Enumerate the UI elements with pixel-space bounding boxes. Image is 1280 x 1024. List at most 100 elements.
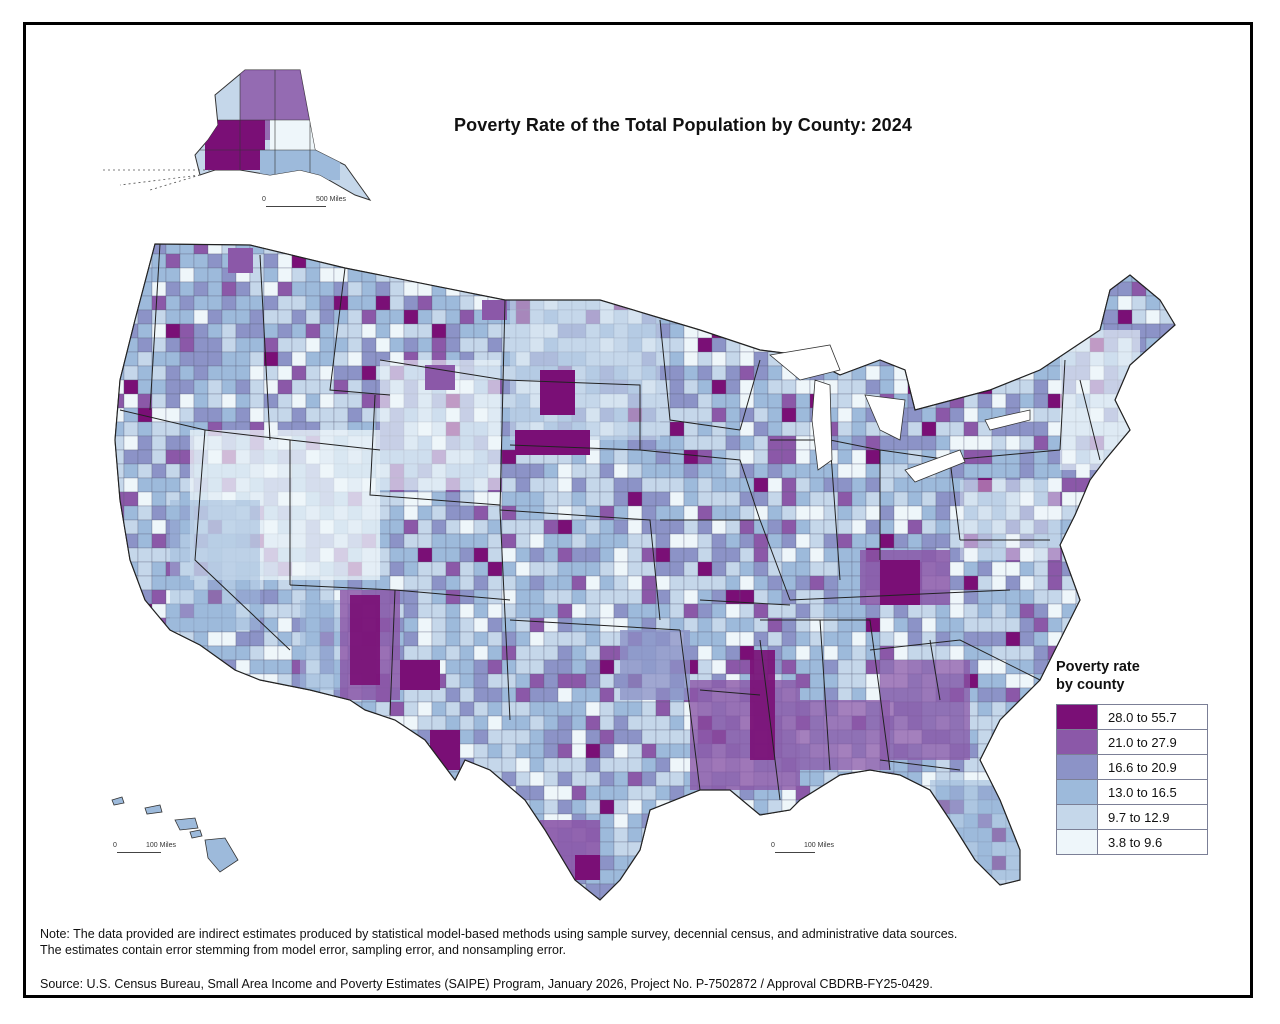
county-cell xyxy=(1145,477,1161,493)
county-cell xyxy=(179,407,195,423)
county-cell xyxy=(963,365,979,381)
county-cell xyxy=(361,855,377,871)
county-cell xyxy=(487,729,503,745)
county-cell xyxy=(683,463,699,479)
county-cell xyxy=(515,799,531,815)
county-cell xyxy=(641,505,657,521)
county-cell xyxy=(809,883,825,899)
county-cell xyxy=(249,393,265,409)
county-cell xyxy=(459,491,475,507)
county-cell xyxy=(543,244,559,255)
county-cell xyxy=(235,645,251,661)
county-cell xyxy=(977,337,993,353)
county-cell xyxy=(1159,869,1175,885)
county-cell xyxy=(459,743,475,759)
county-cell xyxy=(977,561,993,577)
county-cell xyxy=(1173,617,1175,633)
county-cell xyxy=(347,827,363,843)
county-cell xyxy=(851,869,867,885)
county-cell xyxy=(1075,281,1091,297)
county-cell xyxy=(151,519,167,535)
county-cell xyxy=(529,617,545,633)
county-cell xyxy=(319,351,335,367)
county-cell xyxy=(361,337,377,353)
county-cell xyxy=(515,715,531,731)
county-cell xyxy=(151,505,167,521)
county-cell xyxy=(445,589,461,605)
county-cell xyxy=(613,855,629,871)
county-cell xyxy=(263,617,279,633)
county-cell xyxy=(963,337,979,353)
county-cell xyxy=(529,701,545,717)
county-cell xyxy=(179,309,195,325)
county-cell xyxy=(627,244,643,255)
county-cell xyxy=(1089,491,1105,507)
county-cell xyxy=(669,757,685,773)
county-cell xyxy=(683,435,699,451)
county-cell xyxy=(235,379,251,395)
county-cell xyxy=(767,244,783,255)
county-cell xyxy=(123,547,139,563)
county-cell xyxy=(115,673,125,689)
county-cell xyxy=(557,575,573,591)
county-cell xyxy=(417,505,433,521)
county-cell xyxy=(837,505,853,521)
county-cell xyxy=(151,295,167,311)
county-cell xyxy=(599,841,615,857)
county-cell xyxy=(781,645,797,661)
county-cell xyxy=(249,631,265,647)
county-cell xyxy=(179,337,195,353)
county-cell xyxy=(613,575,629,591)
county-cell xyxy=(557,463,573,479)
county-cell xyxy=(599,244,615,255)
county-cell xyxy=(823,477,839,493)
county-cell xyxy=(851,883,867,899)
county-cell xyxy=(473,659,489,675)
county-cell xyxy=(753,449,769,465)
county-cell xyxy=(865,883,881,899)
county-cell xyxy=(179,771,195,787)
county-cell xyxy=(851,491,867,507)
county-cell xyxy=(221,883,237,899)
county-cell xyxy=(655,477,671,493)
county-cell xyxy=(459,841,475,857)
county-cell xyxy=(781,449,797,465)
county-cell xyxy=(1131,617,1147,633)
county-cell xyxy=(515,729,531,745)
county-cell xyxy=(291,295,307,311)
county-cell xyxy=(837,281,853,297)
county-cell xyxy=(333,757,349,773)
county-cell xyxy=(473,267,489,283)
county-cell xyxy=(137,701,153,717)
county-cell xyxy=(501,645,517,661)
county-cell xyxy=(683,547,699,563)
county-cell xyxy=(683,253,699,269)
county-cell xyxy=(697,435,713,451)
county-cell xyxy=(557,491,573,507)
county-cell xyxy=(333,267,349,283)
county-cell xyxy=(753,575,769,591)
county-cell xyxy=(683,379,699,395)
county-cell xyxy=(795,393,811,409)
county-cell xyxy=(1005,897,1021,900)
county-cell xyxy=(403,645,419,661)
county-cell xyxy=(767,603,783,619)
county-cell xyxy=(137,337,153,353)
county-cell xyxy=(515,645,531,661)
county-cell xyxy=(1089,589,1105,605)
county-cell xyxy=(1075,253,1091,269)
county-cell xyxy=(403,281,419,297)
county-cell xyxy=(1019,309,1035,325)
county-cell xyxy=(123,617,139,633)
county-cell xyxy=(305,351,321,367)
county-cell xyxy=(557,729,573,745)
county-cell xyxy=(263,309,279,325)
county-cell xyxy=(1131,603,1147,619)
county-cell xyxy=(417,575,433,591)
county-cell xyxy=(879,295,895,311)
county-cell xyxy=(487,785,503,801)
county-cell xyxy=(613,841,629,857)
county-cell xyxy=(753,547,769,563)
county-cell xyxy=(599,869,615,885)
county-cell xyxy=(739,869,755,885)
